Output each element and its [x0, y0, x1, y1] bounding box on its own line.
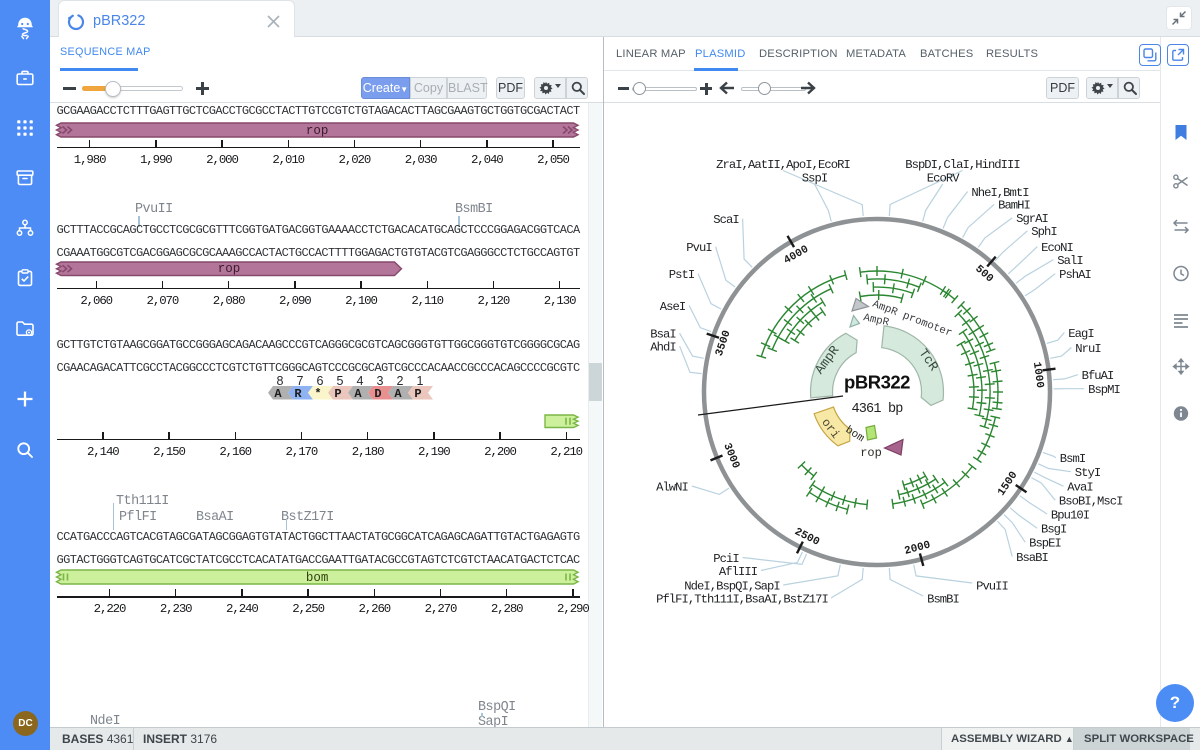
- svg-text:BsmBI: BsmBI: [927, 592, 959, 606]
- svg-text:AseI: AseI: [660, 300, 686, 314]
- svg-text:3000: 3000: [720, 442, 741, 471]
- svg-text:ZraI,AatII,ApoI,EcoRI: ZraI,AatII,ApoI,EcoRI: [716, 158, 850, 172]
- svg-text:NdeI,BspQI,SapI: NdeI,BspQI,SapI: [684, 579, 780, 593]
- svg-text:NruI: NruI: [1075, 342, 1101, 356]
- svg-text:1000: 1000: [1030, 361, 1045, 389]
- svg-text:PflFI,Tth111I,BsaAI,BstZ17I: PflFI,Tth111I,BsaAI,BstZ17I: [656, 592, 828, 606]
- svg-text:4361 bp: 4361 bp: [851, 402, 903, 417]
- svg-text:PvuI: PvuI: [686, 241, 712, 255]
- svg-text:BsaI: BsaI: [650, 328, 676, 342]
- svg-text:AlwNI: AlwNI: [656, 480, 688, 494]
- svg-text:SspI: SspI: [802, 171, 828, 185]
- svg-text:StyI: StyI: [1075, 466, 1101, 480]
- svg-text:AflIII: AflIII: [719, 565, 758, 579]
- svg-text:PvuII: PvuII: [976, 579, 1008, 593]
- svg-text:SgrAI: SgrAI: [1016, 212, 1048, 226]
- svg-text:NheI,BmtI: NheI,BmtI: [971, 186, 1029, 200]
- svg-text:EcoNI: EcoNI: [1041, 241, 1073, 255]
- svg-text:PstI: PstI: [669, 268, 695, 282]
- svg-text:BsmI: BsmI: [1060, 452, 1086, 466]
- svg-text:BsgI: BsgI: [1041, 523, 1067, 537]
- svg-text:BspMI: BspMI: [1088, 383, 1120, 397]
- svg-text:BspDI,ClaI,HindIII: BspDI,ClaI,HindIII: [905, 158, 1020, 172]
- svg-text:PciI: PciI: [713, 552, 739, 566]
- svg-text:EcoRV: EcoRV: [927, 171, 960, 185]
- svg-text:SalI: SalI: [1057, 254, 1083, 268]
- svg-text:BsaBI: BsaBI: [1016, 551, 1048, 565]
- svg-text:pBR322: pBR322: [844, 372, 910, 393]
- svg-text:EagI: EagI: [1068, 327, 1094, 341]
- svg-text:Bpu10I: Bpu10I: [1051, 508, 1090, 522]
- svg-text:AmpR: AmpR: [862, 312, 890, 329]
- svg-text:AvaI: AvaI: [1067, 481, 1093, 495]
- svg-text:BamHI: BamHI: [998, 199, 1030, 213]
- svg-text:ScaI: ScaI: [713, 213, 739, 227]
- svg-text:BspEI: BspEI: [1029, 537, 1061, 551]
- svg-text:PshAI: PshAI: [1059, 268, 1091, 282]
- svg-text:BfuAI: BfuAI: [1082, 369, 1114, 383]
- svg-text:500: 500: [972, 263, 995, 285]
- svg-text:3500: 3500: [714, 329, 734, 358]
- svg-text:BsoBI,MscI: BsoBI,MscI: [1059, 495, 1123, 509]
- svg-text:AhdI: AhdI: [650, 341, 676, 355]
- svg-text:SphI: SphI: [1031, 225, 1057, 239]
- svg-text:rop: rop: [860, 446, 882, 460]
